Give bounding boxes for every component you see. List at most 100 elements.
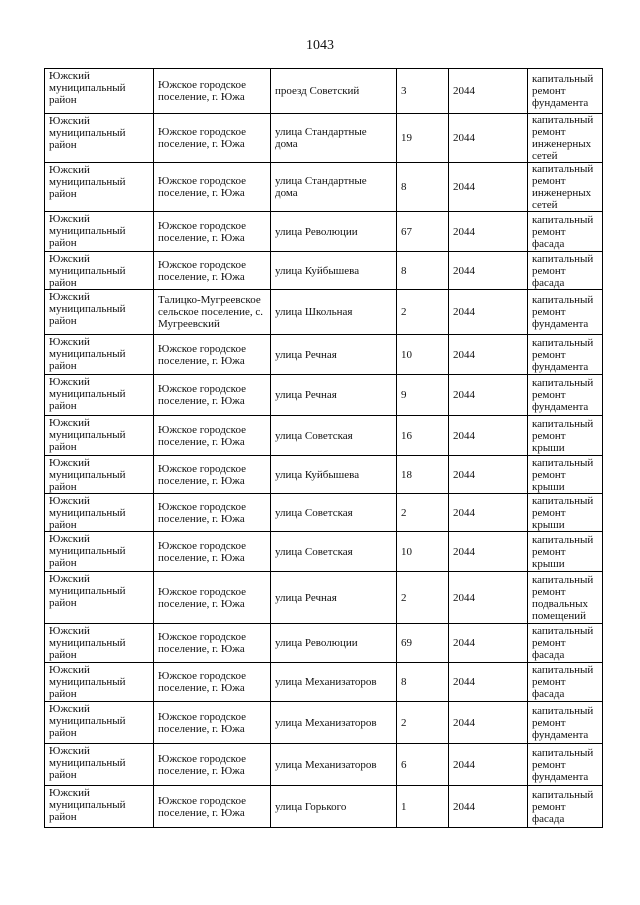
table-row: Южский муниципальный район Южское городск… xyxy=(44,701,603,744)
street-cell: улица Механизаторов xyxy=(270,662,397,702)
table-row: Южский муниципальный район Южское городск… xyxy=(44,68,603,114)
settlement-cell: Южское городское поселение, г. Южа xyxy=(153,251,271,290)
house-number-cell: 10 xyxy=(396,334,449,375)
street-cell: улица Стандартные дома xyxy=(270,162,397,212)
house-number-cell: 2 xyxy=(396,701,449,744)
table-row: Южский муниципальный район Южское городск… xyxy=(44,785,603,828)
district-cell: Южский муниципальный район xyxy=(44,415,154,456)
table-row: Южский муниципальный район Южское городск… xyxy=(44,415,603,456)
work-type-cell: капитальный ремонт инженерных сетей xyxy=(527,162,603,212)
district-cell: Южский муниципальный район xyxy=(44,334,154,375)
table-row: Южский муниципальный район Южское городск… xyxy=(44,571,603,624)
street-cell: улица Школьная xyxy=(270,289,397,335)
settlement-cell: Южское городское поселение, г. Южа xyxy=(153,662,271,702)
street-cell: улица Революции xyxy=(270,623,397,663)
settlement-cell: Южское городское поселение, г. Южа xyxy=(153,455,271,494)
work-type-cell: капитальный ремонт крыши xyxy=(527,531,603,572)
table-row: Южский муниципальный район Южское городск… xyxy=(44,251,603,290)
work-type-cell: капитальный ремонт фасада xyxy=(527,785,603,828)
table-row: Южский муниципальный район Южское городск… xyxy=(44,623,603,663)
street-cell: улица Советская xyxy=(270,531,397,572)
work-type-cell: капитальный ремонт фундамента xyxy=(527,374,603,416)
year-cell: 2044 xyxy=(448,415,528,456)
house-number-cell: 9 xyxy=(396,374,449,416)
house-number-cell: 1 xyxy=(396,785,449,828)
street-cell: улица Речная xyxy=(270,571,397,624)
year-cell: 2044 xyxy=(448,662,528,702)
table-row: Южский муниципальный район Южское городск… xyxy=(44,113,603,163)
work-type-cell: капитальный ремонт инженерных сетей xyxy=(527,113,603,163)
house-number-cell: 8 xyxy=(396,162,449,212)
house-number-cell: 2 xyxy=(396,289,449,335)
street-cell: улица Куйбышева xyxy=(270,251,397,290)
house-number-cell: 8 xyxy=(396,251,449,290)
district-cell: Южский муниципальный район xyxy=(44,623,154,663)
page-number: 1043 xyxy=(306,38,334,53)
settlement-cell: Южское городское поселение, г. Южа xyxy=(153,743,271,786)
table-row: Южский муниципальный район Южское городск… xyxy=(44,743,603,786)
year-cell: 2044 xyxy=(448,493,528,532)
street-cell: улица Механизаторов xyxy=(270,743,397,786)
settlement-cell: Южское городское поселение, г. Южа xyxy=(153,113,271,163)
settlement-cell: Южское городское поселение, г. Южа xyxy=(153,211,271,252)
district-cell: Южский муниципальный район xyxy=(44,785,154,828)
settlement-cell: Южское городское поселение, г. Южа xyxy=(153,571,271,624)
street-cell: улица Горького xyxy=(270,785,397,828)
work-type-cell: капитальный ремонт крыши xyxy=(527,415,603,456)
year-cell: 2044 xyxy=(448,623,528,663)
district-cell: Южский муниципальный район xyxy=(44,211,154,252)
street-cell: улица Революции xyxy=(270,211,397,252)
district-cell: Южский муниципальный район xyxy=(44,374,154,416)
settlement-cell: Талицко-Мугреевское сельское поселение, … xyxy=(153,289,271,335)
district-cell: Южский муниципальный район xyxy=(44,68,154,114)
street-cell: улица Советская xyxy=(270,493,397,532)
house-number-cell: 16 xyxy=(396,415,449,456)
house-number-cell: 6 xyxy=(396,743,449,786)
work-type-cell: капитальный ремонт фасада xyxy=(527,251,603,290)
district-cell: Южский муниципальный район xyxy=(44,662,154,702)
work-type-cell: капитальный ремонт подвальных помещений xyxy=(527,571,603,624)
year-cell: 2044 xyxy=(448,701,528,744)
settlement-cell: Южское городское поселение, г. Южа xyxy=(153,531,271,572)
street-cell: проезд Советский xyxy=(270,68,397,114)
year-cell: 2044 xyxy=(448,289,528,335)
district-cell: Южский муниципальный район xyxy=(44,289,154,335)
house-number-cell: 3 xyxy=(396,68,449,114)
settlement-cell: Южское городское поселение, г. Южа xyxy=(153,374,271,416)
settlement-cell: Южское городское поселение, г. Южа xyxy=(153,334,271,375)
house-number-cell: 8 xyxy=(396,662,449,702)
house-number-cell: 18 xyxy=(396,455,449,494)
year-cell: 2044 xyxy=(448,743,528,786)
settlement-cell: Южское городское поселение, г. Южа xyxy=(153,162,271,212)
year-cell: 2044 xyxy=(448,251,528,290)
house-number-cell: 19 xyxy=(396,113,449,163)
year-cell: 2044 xyxy=(448,162,528,212)
work-type-cell: капитальный ремонт фасада xyxy=(527,662,603,702)
street-cell: улица Куйбышева xyxy=(270,455,397,494)
table-row: Южский муниципальный район Южское городск… xyxy=(44,455,603,494)
table-row: Южский муниципальный район Талицко-Мугрее… xyxy=(44,289,603,335)
district-cell: Южский муниципальный район xyxy=(44,113,154,163)
year-cell: 2044 xyxy=(448,531,528,572)
settlement-cell: Южское городское поселение, г. Южа xyxy=(153,701,271,744)
settlement-cell: Южское городское поселение, г. Южа xyxy=(153,415,271,456)
year-cell: 2044 xyxy=(448,374,528,416)
table-row: Южский муниципальный район Южское городск… xyxy=(44,162,603,212)
year-cell: 2044 xyxy=(448,455,528,494)
street-cell: улица Советская xyxy=(270,415,397,456)
district-cell: Южский муниципальный район xyxy=(44,162,154,212)
district-cell: Южский муниципальный район xyxy=(44,743,154,786)
district-cell: Южский муниципальный район xyxy=(44,493,154,532)
work-type-cell: капитальный ремонт фундамента xyxy=(527,334,603,375)
year-cell: 2044 xyxy=(448,113,528,163)
street-cell: улица Стандартные дома xyxy=(270,113,397,163)
work-type-cell: капитальный ремонт фасада xyxy=(527,623,603,663)
street-cell: улица Речная xyxy=(270,334,397,375)
house-number-cell: 67 xyxy=(396,211,449,252)
year-cell: 2044 xyxy=(448,571,528,624)
district-cell: Южский муниципальный район xyxy=(44,531,154,572)
work-type-cell: капитальный ремонт фасада xyxy=(527,211,603,252)
table-row: Южский муниципальный район Южское городск… xyxy=(44,334,603,375)
district-cell: Южский муниципальный район xyxy=(44,251,154,290)
settlement-cell: Южское городское поселение, г. Южа xyxy=(153,623,271,663)
